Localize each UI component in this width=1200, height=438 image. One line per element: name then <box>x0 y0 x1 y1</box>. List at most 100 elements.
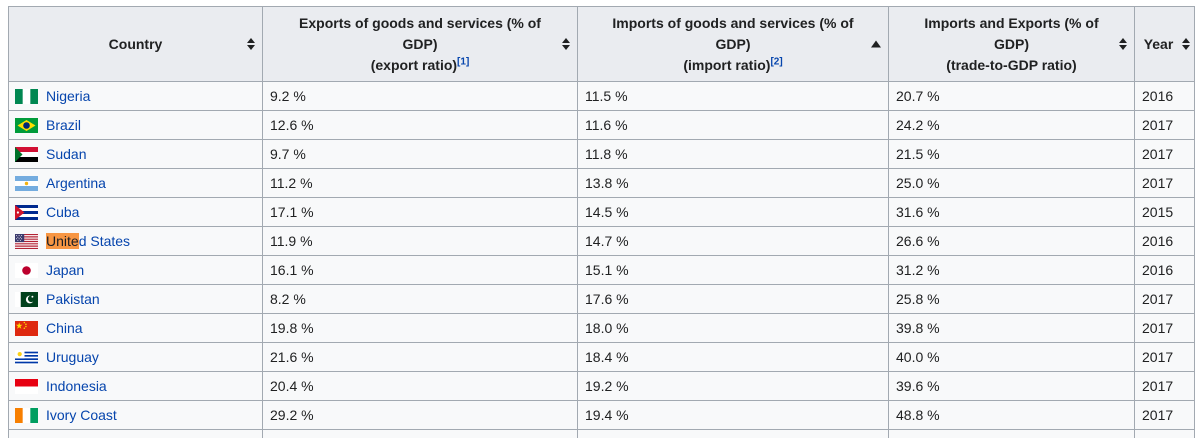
year-cell: 2017 <box>1135 285 1195 314</box>
exports-cell: 20.4 % <box>263 372 578 401</box>
year-cell: 2017 <box>1135 140 1195 169</box>
country-cell: Indonesia <box>9 372 263 401</box>
table-row: Indonesia 20.4 %19.2 %39.6 %2017 <box>9 372 1195 401</box>
flag-icon-nigeria <box>15 89 38 104</box>
imports-cell: 18.4 % <box>578 343 889 372</box>
country-cell: Argentina <box>9 169 263 198</box>
country-link[interactable]: Cuba <box>46 204 79 220</box>
country-cell: Cuba <box>9 198 263 227</box>
column-header-exports[interactable]: Exports of goods and services (% of GDP)… <box>263 7 578 82</box>
sort-up-down-icon <box>247 38 255 50</box>
imports-cell: 11.8 % <box>578 140 889 169</box>
year-cell: 2017 <box>1135 111 1195 140</box>
column-sublabel: (import ratio)[2] <box>586 55 880 76</box>
exports-cell: 17.1 % <box>263 198 578 227</box>
year-cell: 2016 <box>1135 256 1195 285</box>
imports-cell: 11.5 % <box>578 82 889 111</box>
country-cell: Uruguay <box>9 343 263 372</box>
trade-cell: 26.6 % <box>889 227 1135 256</box>
trade-cell: 40.0 % <box>889 343 1135 372</box>
year-cell: 2016 <box>1135 227 1195 256</box>
imports-cell: 19.2 % <box>578 372 889 401</box>
imports-cell: 17.6 % <box>578 285 889 314</box>
trade-cell: 21.5 % <box>889 140 1135 169</box>
column-header-country[interactable]: Country <box>9 7 263 82</box>
exports-cell: 21.6 % <box>263 343 578 372</box>
flag-icon-sudan <box>15 147 38 162</box>
column-label: Imports of goods and services (% of GDP) <box>603 13 863 55</box>
trade-cell: 48.8 % <box>889 401 1135 430</box>
country-link[interactable]: Sudan <box>46 146 86 162</box>
year-cell: 2015 <box>1135 198 1195 227</box>
flag-icon-japan <box>15 263 38 278</box>
find-highlight: Unite <box>46 233 79 249</box>
country-link[interactable]: Pakistan <box>46 291 100 307</box>
trade-cell: 24.2 % <box>889 111 1135 140</box>
year-cell: 2017 <box>1135 314 1195 343</box>
table-row: Sudan 9.7 %11.8 %21.5 %2017 <box>9 140 1195 169</box>
imports-cell: 14.5 % <box>578 198 889 227</box>
trade-cell: 31.6 % <box>889 198 1135 227</box>
column-sublabel: (export ratio)[1] <box>271 55 569 76</box>
country-link[interactable]: Indonesia <box>46 378 107 394</box>
country-link[interactable]: Argentina <box>46 175 106 191</box>
country-link[interactable]: Japan <box>46 262 84 278</box>
country-link[interactable]: United States <box>46 233 130 249</box>
year-cell: 2017 <box>1135 343 1195 372</box>
exports-cell: 16.1 % <box>263 256 578 285</box>
reference-link[interactable]: [2] <box>770 56 782 67</box>
flag-icon-united_states <box>15 234 38 249</box>
table-row: Pakistan 8.2 %17.6 %25.8 %2017 <box>9 285 1195 314</box>
imports-cell: 13.8 % <box>578 169 889 198</box>
flag-icon-china <box>15 321 38 336</box>
year-cell: 2016 <box>1135 82 1195 111</box>
country-link[interactable]: China <box>46 320 83 336</box>
trade-cell: 25.8 % <box>889 285 1135 314</box>
exports-cell: 8.2 % <box>263 285 578 314</box>
trade-cell: 31.2 % <box>889 256 1135 285</box>
exports-cell: 19.8 % <box>263 314 578 343</box>
column-label: Imports and Exports (% of GDP) <box>909 13 1114 55</box>
imports-cell: 14.7 % <box>578 227 889 256</box>
flag-icon-pakistan <box>15 292 38 307</box>
country-cell: Sudan <box>9 140 263 169</box>
country-link[interactable]: Ivory Coast <box>46 407 117 423</box>
exports-cell: 12.6 % <box>263 111 578 140</box>
flag-icon-indonesia <box>15 379 38 394</box>
country-cell: Pakistan <box>9 285 263 314</box>
column-label: Exports of goods and services (% of GDP) <box>290 13 550 55</box>
imports-cell: 11.6 % <box>578 111 889 140</box>
country-cell: Ivory Coast <box>9 401 263 430</box>
exports-cell: 9.7 % <box>263 140 578 169</box>
country-link-rest: d States <box>79 233 130 249</box>
column-header-year[interactable]: Year <box>1135 7 1195 82</box>
year-cell: 2017 <box>1135 372 1195 401</box>
table-row: China 19.8 %18.0 %39.8 %2017 <box>9 314 1195 343</box>
sort-up-down-icon <box>562 38 570 50</box>
country-link[interactable]: Brazil <box>46 117 81 133</box>
country-cell: Brazil <box>9 111 263 140</box>
column-sublabel: (trade-to-GDP ratio) <box>897 55 1126 76</box>
trade-cell: 25.0 % <box>889 169 1135 198</box>
trade-cell: 20.7 % <box>889 82 1135 111</box>
country-link[interactable]: Uruguay <box>46 349 99 365</box>
exports-cell: 11.2 % <box>263 169 578 198</box>
trade-cell: 39.8 % <box>889 314 1135 343</box>
reference-link[interactable]: [1] <box>457 56 469 67</box>
column-header-imports[interactable]: Imports of goods and services (% of GDP)… <box>578 7 889 82</box>
imports-cell: 15.1 % <box>578 256 889 285</box>
imports-cell: 18.0 % <box>578 314 889 343</box>
country-cell: China <box>9 314 263 343</box>
sort-ascending-icon <box>871 41 881 48</box>
column-header-trade[interactable]: Imports and Exports (% of GDP)(trade-to-… <box>889 7 1135 82</box>
country-link[interactable]: Nigeria <box>46 88 90 104</box>
trade-cell: 39.6 % <box>889 372 1135 401</box>
